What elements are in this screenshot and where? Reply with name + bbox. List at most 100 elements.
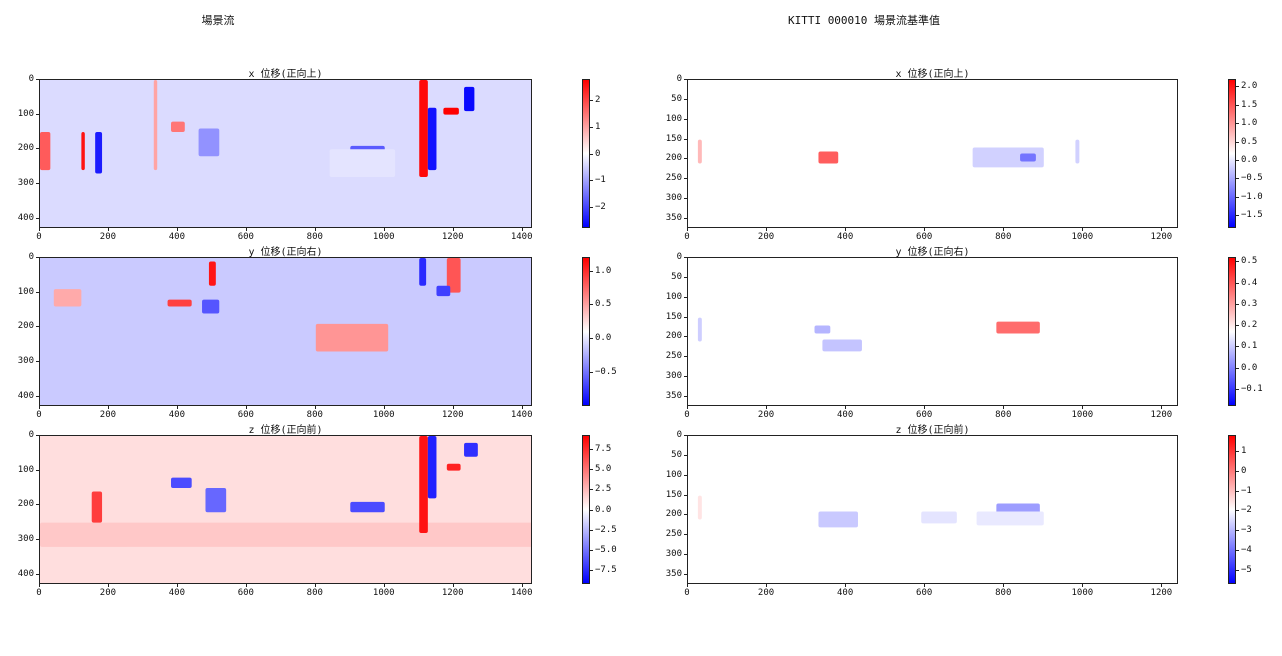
colorbar-tick-mark <box>1236 470 1239 472</box>
y-tick-mark <box>684 356 687 358</box>
heatmap-region <box>91 491 103 523</box>
colorbar-tick-mark <box>1236 388 1239 390</box>
x-tick-label: 600 <box>237 588 254 598</box>
x-tick-label: 1000 <box>372 232 395 242</box>
y-tick-label: 100 <box>17 108 34 119</box>
colorbar-tick-mark <box>1236 570 1239 572</box>
heatmap-region <box>202 299 220 314</box>
heatmap-region <box>40 131 51 171</box>
heatmap-region <box>464 86 475 112</box>
x-tick-label: 600 <box>916 410 933 420</box>
x-tick-mark <box>383 584 385 587</box>
y-tick-mark <box>684 276 687 278</box>
x-tick-label: 1200 <box>1150 232 1173 242</box>
x-tick-label: 800 <box>995 232 1012 242</box>
y-tick-label: 50 <box>671 449 682 460</box>
colorbar-tick-label: −4 <box>1241 545 1252 556</box>
x-tick-mark <box>452 584 454 587</box>
colorbar-tick-label: 2.0 <box>1241 81 1258 92</box>
y-tick-label: 350 <box>665 213 682 224</box>
colorbar-tick-mark <box>590 180 593 182</box>
colorbar-tick-label: 0.1 <box>1241 341 1258 352</box>
y-tick-label: 0 <box>28 252 34 262</box>
y-tick-mark <box>684 574 687 576</box>
y-tick-label: 350 <box>665 569 682 580</box>
x-tick-mark <box>924 228 926 231</box>
colorbar-tick-label: −1.0 <box>1241 191 1263 202</box>
heatmap-region <box>996 321 1040 334</box>
heatmap-region <box>419 80 428 178</box>
x-tick-label: 400 <box>168 588 186 598</box>
x-tick-label: 1000 <box>1071 410 1094 420</box>
y-tick-label: 100 <box>17 464 34 475</box>
x-tick-label: 800 <box>995 588 1012 598</box>
x-tick-mark <box>1082 406 1084 409</box>
colorbar-tick-mark <box>1236 490 1239 492</box>
x-tick-mark <box>1161 406 1163 409</box>
x-tick-label: 1400 <box>510 410 533 420</box>
heatmap-background <box>688 258 1177 405</box>
colorbar-tick-label: 7.5 <box>595 443 612 454</box>
x-tick-label: 0 <box>36 410 42 420</box>
y-tick-mark <box>36 360 39 362</box>
y-tick-label: 0 <box>28 74 34 84</box>
x-tick-mark <box>1161 584 1163 587</box>
x-tick-label: 1200 <box>441 410 464 420</box>
x-tick-mark <box>452 406 454 409</box>
colorbar-tick-label: 1 <box>595 121 601 132</box>
heatmap-region <box>976 511 1044 526</box>
x-tick-mark <box>383 228 385 231</box>
y-tick-mark <box>684 118 687 120</box>
heatmap-region <box>171 121 185 132</box>
heatmap-background <box>688 436 1177 583</box>
y-tick-mark <box>684 98 687 100</box>
y-tick-label: 0 <box>676 74 682 84</box>
x-tick-label: 1200 <box>441 232 464 242</box>
colorbar-tick-mark <box>1236 367 1239 369</box>
heatmap-region <box>53 289 82 307</box>
colorbar-tick-mark <box>590 304 593 306</box>
colorbar-tick-label: 0 <box>595 148 601 159</box>
y-tick-label: 50 <box>671 93 682 104</box>
colorbar-tick-mark <box>1236 550 1239 552</box>
y-tick-mark <box>684 79 687 80</box>
colorbar-tick-label: −1 <box>595 175 606 186</box>
y-tick-mark <box>684 296 687 298</box>
colorbar-tick-mark <box>590 100 593 102</box>
colorbar-tick-label: 5.0 <box>595 464 612 474</box>
colorbar-tick-mark <box>1236 123 1239 125</box>
panel-title: z 位移(正向前) <box>895 425 970 436</box>
x-tick-label: 400 <box>836 588 854 598</box>
x-tick-mark <box>766 406 768 409</box>
heatmap-image <box>40 80 531 227</box>
y-tick-mark <box>684 514 687 516</box>
y-tick-label: 250 <box>665 529 682 540</box>
y-tick-label: 100 <box>17 286 34 297</box>
y-tick-mark <box>684 336 687 338</box>
x-tick-mark <box>314 584 316 587</box>
y-tick-label: 300 <box>17 533 34 544</box>
y-tick-mark <box>684 316 687 318</box>
y-tick-mark <box>36 469 39 471</box>
heatmap-region <box>153 80 158 171</box>
colorbar-tick-label: 0.2 <box>1241 320 1258 331</box>
panel-title: y 位移(正向右) <box>248 247 323 258</box>
colorbar-tick-mark <box>590 206 593 208</box>
colorbar <box>1228 79 1236 228</box>
x-tick-mark <box>845 228 847 231</box>
y-tick-mark <box>36 395 39 397</box>
y-tick-mark <box>36 504 39 506</box>
y-tick-label: 50 <box>671 271 682 282</box>
colorbar-tick-label: −0.5 <box>1241 173 1263 184</box>
colorbar <box>1228 257 1236 406</box>
heatmap-region <box>427 436 437 499</box>
colorbar-tick-label: −2 <box>595 201 606 212</box>
x-tick-mark <box>176 228 178 231</box>
heatmap-region <box>167 299 192 307</box>
colorbar-tick-mark <box>1236 196 1239 198</box>
y-tick-label: 200 <box>665 509 682 520</box>
heatmap-region <box>818 511 858 528</box>
y-tick-label: 200 <box>17 321 34 332</box>
heatmap-region <box>464 442 478 457</box>
y-tick-label: 0 <box>676 252 682 262</box>
